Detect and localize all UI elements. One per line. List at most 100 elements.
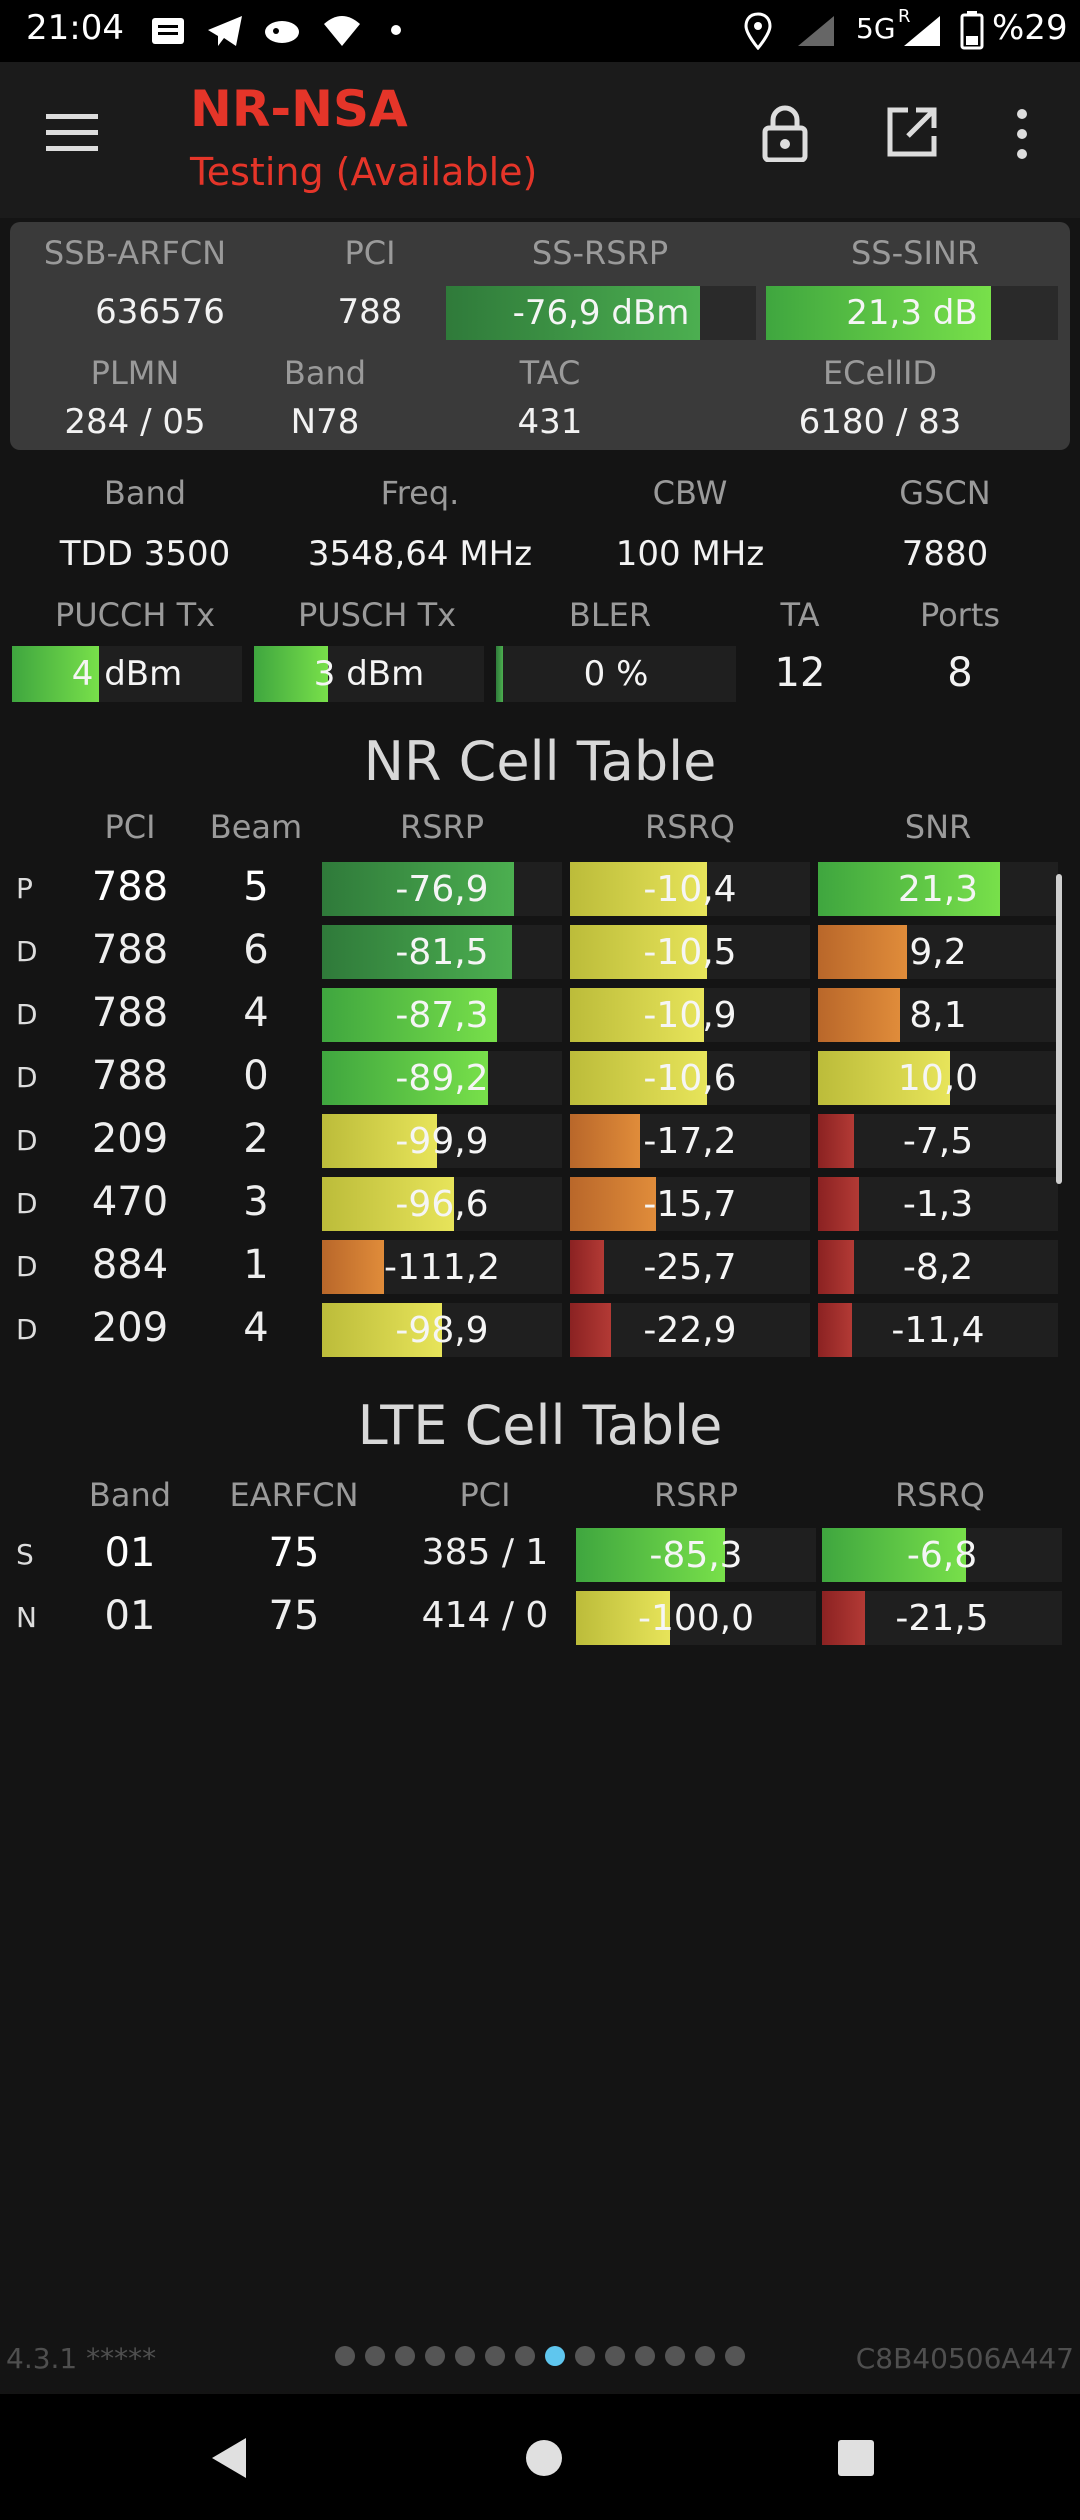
cbw-header: CBW (652, 474, 728, 512)
page-dot[interactable] (485, 2346, 505, 2366)
rsrq-bar: -6,8 (822, 1528, 1062, 1582)
page-dot[interactable] (365, 2346, 385, 2366)
page-dot[interactable] (635, 2346, 655, 2366)
lock-icon[interactable] (760, 104, 810, 162)
app-version: 4.3.1 ***** (6, 2342, 157, 2375)
network-type: 5G (856, 12, 896, 45)
menu-icon[interactable] (46, 112, 98, 152)
table-row[interactable]: D 788 6 -81,5 -10,5 9,2 (0, 921, 1080, 984)
message-icon (152, 18, 184, 44)
plmn-value: 284 / 05 (64, 402, 206, 442)
rsrp-fill (322, 1114, 438, 1168)
rsrp-value: -81,5 (395, 931, 489, 973)
recents-icon[interactable] (836, 2438, 876, 2478)
snr-value: 10,0 (897, 1057, 979, 1099)
back-icon[interactable] (208, 2436, 248, 2480)
row-beam: 2 (243, 1116, 269, 1162)
row-pci: 209 (91, 1116, 169, 1162)
lte-table-title: LTE Cell Table (357, 1394, 723, 1457)
table-row[interactable]: D 209 2 -99,9 -17,2 -7,5 (0, 1110, 1080, 1173)
open-external-icon[interactable] (886, 106, 938, 158)
carrier-band-header: Band (103, 474, 187, 512)
row-beam: 5 (243, 864, 269, 910)
lte-table-body[interactable]: S 01 75 385 / 1 -85,3 -6,8 N 01 75 414 /… (0, 1524, 1080, 1654)
table-row[interactable]: D 788 0 -89,2 -10,6 10,0 (0, 1047, 1080, 1110)
rsrq-fill (570, 988, 705, 1042)
table-row[interactable]: N 01 75 414 / 0 -100,0 -21,5 (0, 1587, 1080, 1650)
bler-fill (496, 646, 504, 702)
page-dot[interactable] (455, 2346, 475, 2366)
table-row[interactable]: S 01 75 385 / 1 -85,3 -6,8 (0, 1524, 1080, 1587)
nr-table-scrollbar[interactable] (1056, 874, 1062, 1184)
telegram-icon (208, 16, 242, 46)
rsrq-bar: -10,9 (570, 988, 810, 1042)
ports-header: Ports (919, 596, 1001, 634)
carrier-band-value: TDD 3500 (59, 534, 231, 574)
nr-col-rsrp: RSRP (399, 808, 485, 846)
snr-fill (818, 1177, 859, 1231)
page-dot[interactable] (515, 2346, 535, 2366)
row-type: D (16, 1061, 38, 1094)
rsrq-fill (570, 1051, 707, 1105)
page-dot[interactable] (725, 2346, 745, 2366)
row-pci: 414 / 0 (421, 1595, 549, 1636)
page-dot[interactable] (335, 2346, 355, 2366)
row-band: 01 (104, 1530, 156, 1576)
row-earfcn: 75 (268, 1593, 320, 1639)
snr-fill (818, 862, 1001, 916)
more-vert-icon[interactable] (1010, 106, 1034, 162)
battery-icon (960, 11, 984, 50)
lte-col-pci: PCI (459, 1476, 511, 1514)
rsrp-fill (322, 925, 512, 979)
snr-bar: -11,4 (818, 1303, 1058, 1357)
gscn-header: GSCN (899, 474, 991, 512)
snr-fill (818, 1051, 950, 1105)
rsrq-fill (570, 1240, 604, 1294)
row-type: D (16, 1250, 38, 1283)
page-dot[interactable] (695, 2346, 715, 2366)
row-type: D (16, 1124, 38, 1157)
ss-sinr-bar: 21,3 dB (766, 286, 1058, 340)
table-row[interactable]: D 209 4 -98,9 -22,9 -11,4 (0, 1299, 1080, 1362)
carrier-info: Band Freq. CBW GSCN TDD 3500 3548,64 MHz… (0, 470, 1080, 720)
snr-bar: 10,0 (818, 1051, 1058, 1105)
home-icon[interactable] (524, 2438, 564, 2478)
snr-fill (818, 1303, 852, 1357)
page-dot[interactable] (545, 2346, 565, 2366)
row-type: N (16, 1601, 37, 1634)
table-row[interactable]: D 884 1 -111,2 -25,7 -8,2 (0, 1236, 1080, 1299)
row-beam: 1 (243, 1242, 269, 1288)
rsrq-value: -25,7 (643, 1246, 737, 1288)
rsrp-value: -111,2 (383, 1246, 501, 1288)
rsrp-header: SS-RSRP (531, 234, 669, 272)
bler-value: 0 % (583, 654, 649, 694)
row-beam: 6 (243, 927, 269, 973)
table-row[interactable]: D 788 4 -87,3 -10,9 8,1 (0, 984, 1080, 1047)
rsrp-fill (576, 1528, 725, 1582)
page-dot[interactable] (425, 2346, 445, 2366)
rsrq-fill (570, 862, 707, 916)
nr-col-snr: SNR (904, 808, 972, 846)
rsrp-bar: -87,3 (322, 988, 562, 1042)
app-title: NR-NSA (190, 80, 408, 138)
rsrq-fill (822, 1528, 966, 1582)
page-dot[interactable] (605, 2346, 625, 2366)
ss-sinr-value: 21,3 dB (846, 293, 978, 333)
arfcn-header: SSB-ARFCN (43, 234, 227, 272)
rsrp-bar: -100,0 (576, 1591, 816, 1645)
row-pci: 385 / 1 (421, 1532, 549, 1573)
page-dot[interactable] (665, 2346, 685, 2366)
page-dot[interactable] (395, 2346, 415, 2366)
pucch-header: PUCCH Tx (54, 596, 216, 634)
snr-bar: -1,3 (818, 1177, 1058, 1231)
ta-header: TA (780, 596, 820, 634)
bler-header: BLER (568, 596, 652, 634)
row-type: D (16, 1313, 38, 1346)
nr-table-body[interactable]: P 788 5 -76,9 -10,4 21,3 D 788 6 -81,5 (0, 858, 1080, 1358)
table-row[interactable]: D 470 3 -96,6 -15,7 -1,3 (0, 1173, 1080, 1236)
page-dot[interactable] (575, 2346, 595, 2366)
rsrq-fill (570, 1114, 640, 1168)
table-row[interactable]: P 788 5 -76,9 -10,4 21,3 (0, 858, 1080, 921)
page-indicator[interactable] (310, 2346, 770, 2370)
ta-value: 12 (774, 650, 826, 696)
